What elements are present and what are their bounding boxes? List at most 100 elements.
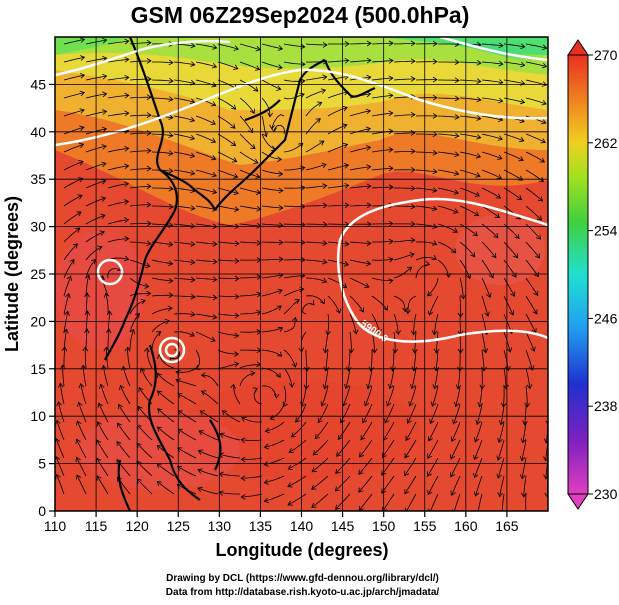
y-tick-label: 30 [30, 219, 46, 235]
streamline-arrowhead [497, 154, 503, 160]
streamline-arrowhead [234, 275, 240, 282]
streamline [239, 133, 256, 149]
streamline-arrowhead [563, 83, 568, 88]
streamline [336, 439, 351, 457]
streamline-arrowhead [168, 277, 174, 284]
streamline-arrowhead [520, 43, 526, 50]
streamline-arrowhead [366, 202, 372, 209]
streamline [459, 223, 478, 237]
streamline [56, 420, 65, 441]
streamline-arrowhead [410, 130, 416, 136]
streamline [382, 493, 395, 511]
streamline [195, 43, 217, 49]
streamline [437, 133, 459, 137]
streamline-arrowhead [388, 110, 394, 117]
streamline-arrowhead [408, 401, 414, 407]
colorbar-tick-label: 246 [594, 310, 618, 326]
streamline-arrowhead [59, 364, 66, 370]
streamline [525, 367, 531, 389]
streamline-arrowhead [212, 258, 218, 265]
streamline [195, 79, 217, 87]
streamline [429, 403, 439, 424]
streamline-arrowhead [190, 276, 196, 283]
streamline [241, 493, 263, 498]
streamline [525, 331, 535, 352]
streamline-arrowhead [427, 471, 432, 477]
streamline-arrowhead [470, 252, 476, 258]
streamline [481, 241, 497, 258]
streamline-arrowhead [124, 163, 130, 170]
streamline-arrowhead [514, 233, 520, 240]
streamline-arrowhead [137, 405, 143, 412]
streamline [479, 385, 483, 407]
streamline-arrowhead [560, 178, 565, 183]
streamline [437, 205, 459, 213]
streamline-arrowhead [317, 417, 323, 424]
streamline [360, 421, 373, 441]
streamline-arrowhead [75, 456, 81, 463]
streamline-arrowhead [101, 364, 107, 370]
streamline-arrowhead [146, 220, 152, 227]
streamline-arrowhead [234, 258, 240, 264]
streamline [261, 241, 284, 243]
y-tick-label: 20 [30, 313, 46, 329]
streamline [239, 331, 262, 333]
streamline-arrowhead [518, 156, 524, 162]
streamline-arrowhead [198, 430, 204, 436]
streamline [129, 78, 151, 81]
streamline [415, 169, 437, 173]
streamline-arrowhead [530, 346, 536, 353]
streamline [415, 241, 437, 245]
streamline [371, 42, 394, 45]
streamline-arrowhead [79, 125, 85, 131]
streamline-arrowhead [322, 384, 329, 390]
streamline-arrowhead [189, 152, 196, 159]
streamline-arrowhead [454, 401, 460, 408]
streamline-arrowhead [140, 298, 146, 305]
streamline-arrowhead [445, 272, 452, 279]
streamline-arrowhead [376, 328, 382, 335]
streamline [433, 313, 439, 335]
streamline-arrowhead [432, 223, 438, 229]
streamline [198, 450, 219, 459]
streamline [349, 259, 371, 265]
streamline-arrowhead [256, 240, 262, 246]
streamline-arrowhead [256, 329, 262, 335]
streamline-arrowhead [230, 383, 236, 389]
streamline [96, 440, 109, 459]
streamline-arrowhead [382, 506, 387, 511]
streamline-arrowhead [96, 439, 102, 445]
streamline [175, 379, 197, 387]
streamline [241, 475, 263, 479]
streamline-arrowhead [76, 474, 82, 480]
streamline-arrowhead [432, 113, 438, 119]
streamline [503, 79, 525, 85]
streamline [85, 197, 106, 207]
streamline-arrowhead [342, 142, 349, 149]
colorbar-tick-label: 238 [594, 398, 618, 414]
streamline [283, 367, 293, 388]
streamline [503, 43, 525, 48]
streamline [450, 439, 461, 460]
streamline [261, 223, 284, 226]
streamline [317, 403, 329, 423]
streamline-arrowhead [277, 351, 283, 357]
streamline-arrowhead [520, 80, 526, 86]
streamline-arrowhead [146, 58, 152, 64]
streamline-arrowhead [519, 98, 526, 105]
streamline-arrowhead [282, 401, 288, 408]
streamline [173, 205, 195, 209]
streamline [197, 487, 219, 495]
streamline-arrowhead [322, 202, 328, 209]
streamline-arrowhead [473, 491, 480, 497]
streamline [97, 421, 109, 441]
streamline [241, 417, 263, 423]
streamline [84, 346, 87, 369]
streamline-arrowhead [211, 82, 217, 88]
streamline-arrowhead [412, 348, 418, 354]
streamline [503, 295, 514, 316]
streamline-arrowhead [432, 131, 438, 138]
streamline-arrowhead [344, 57, 350, 64]
streamline [58, 401, 65, 423]
